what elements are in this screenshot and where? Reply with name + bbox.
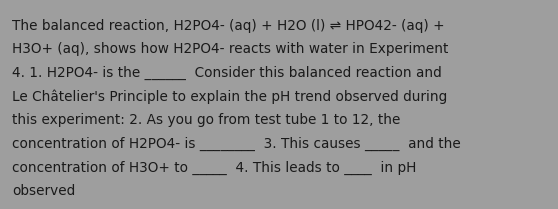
Text: 4. 1. H2PO4- is the ______  Consider this balanced reaction and: 4. 1. H2PO4- is the ______ Consider this… — [12, 66, 442, 80]
Text: observed: observed — [12, 184, 75, 198]
Text: concentration of H3O+ to _____  4. This leads to ____  in pH: concentration of H3O+ to _____ 4. This l… — [12, 161, 417, 175]
Text: Le Châtelier's Principle to explain the pH trend observed during: Le Châtelier's Principle to explain the … — [12, 90, 448, 104]
Text: The balanced reaction, H2PO4- (aq) + H2O (l) ⇌ HPO42- (aq) +: The balanced reaction, H2PO4- (aq) + H2O… — [12, 19, 445, 33]
Text: H3O+ (aq), shows how H2PO4- reacts with water in Experiment: H3O+ (aq), shows how H2PO4- reacts with … — [12, 42, 449, 56]
Text: concentration of H2PO4- is ________  3. This causes _____  and the: concentration of H2PO4- is ________ 3. T… — [12, 137, 461, 151]
Text: this experiment: 2. As you go from test tube 1 to 12, the: this experiment: 2. As you go from test … — [12, 113, 401, 127]
